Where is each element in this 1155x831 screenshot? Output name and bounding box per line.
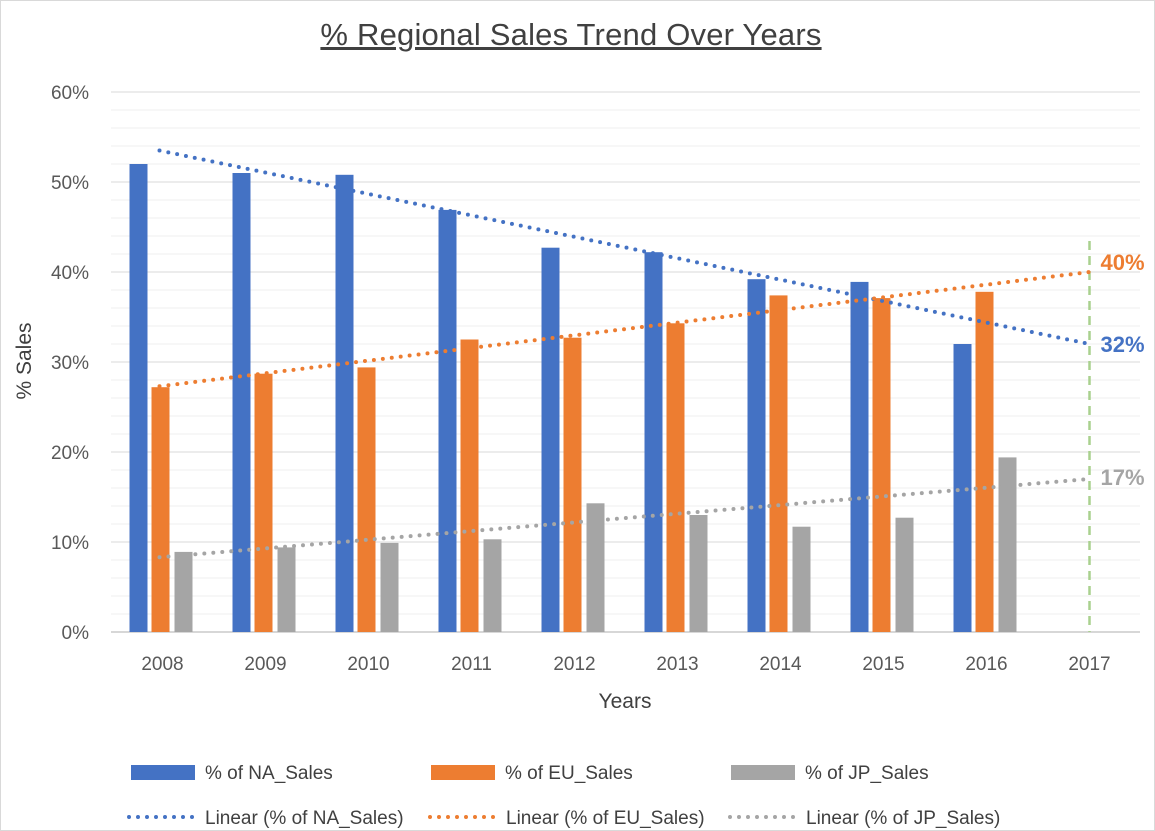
x-tick-label: 2009	[244, 654, 286, 675]
legend-label: Linear (% of EU_Sales)	[506, 808, 705, 829]
bar--of-na-sales2012[interactable]	[541, 247, 560, 632]
legend-item-trend-jp[interactable]: Linear (% of JP_Sales)	[728, 808, 1000, 829]
legend-item-trend-eu[interactable]: Linear (% of EU_Sales)	[428, 808, 705, 829]
x-tick-label: 2017	[1068, 654, 1110, 675]
legend-item-jp[interactable]: % of JP_Sales	[731, 763, 929, 784]
bar--of-eu-sales2016[interactable]	[975, 291, 994, 632]
legend-swatch	[131, 765, 195, 780]
bar--of-jp-sales2014[interactable]	[792, 526, 811, 632]
y-axis-title: % Sales	[13, 322, 36, 399]
bar--of-na-sales2010[interactable]	[335, 174, 354, 633]
bar--of-jp-sales2013[interactable]	[689, 515, 708, 632]
x-tick-label: 2014	[759, 654, 802, 675]
chart-title: % Regional Sales Trend Over Years	[320, 17, 822, 52]
bar--of-eu-sales2011[interactable]	[460, 339, 479, 633]
y-tick-label: 30%	[51, 353, 89, 374]
bar--of-na-sales2009[interactable]	[232, 173, 251, 632]
y-tick-label: 40%	[51, 263, 89, 284]
legend-item-trend-na[interactable]: Linear (% of NA_Sales)	[127, 808, 404, 829]
y-tick-label: 10%	[51, 533, 89, 554]
legend-swatch	[431, 765, 495, 780]
bar--of-na-sales2015[interactable]	[850, 281, 869, 632]
legend-label: % of NA_Sales	[205, 763, 333, 784]
x-tick-label: 2013	[656, 654, 698, 675]
bar--of-eu-sales2013[interactable]	[666, 323, 685, 632]
x-tick-label: 2011	[451, 654, 492, 675]
bar--of-na-sales2011[interactable]	[438, 209, 457, 632]
bar--of-jp-sales2010[interactable]	[380, 542, 399, 632]
x-tick-label: 2012	[553, 654, 595, 675]
x-tick-label: 2008	[141, 654, 183, 675]
bar--of-na-sales2008[interactable]	[129, 164, 148, 632]
x-tick-label: 2016	[965, 654, 1007, 675]
bar--of-na-sales2016[interactable]	[953, 344, 972, 632]
bar--of-jp-sales2012[interactable]	[586, 503, 605, 632]
bar--of-eu-sales2008[interactable]	[151, 387, 170, 632]
bar--of-na-sales2013[interactable]	[644, 252, 663, 632]
y-tick-label: 50%	[51, 173, 89, 194]
bar--of-jp-sales2016[interactable]	[998, 457, 1017, 632]
trend-end-label-na: 32%	[1101, 332, 1145, 357]
legend-label: % of JP_Sales	[805, 763, 929, 784]
y-tick-label: 60%	[51, 83, 89, 104]
x-tick-label: 2015	[862, 654, 904, 675]
legend-swatch	[731, 765, 795, 780]
bar--of-eu-sales2014[interactable]	[769, 295, 788, 632]
bar--of-eu-sales2010[interactable]	[357, 367, 376, 632]
bar--of-jp-sales2009[interactable]	[277, 547, 296, 632]
legend-label: Linear (% of NA_Sales)	[205, 808, 404, 829]
trendline-eu	[157, 270, 1092, 389]
bar--of-jp-sales2008[interactable]	[174, 551, 193, 632]
bar--of-eu-sales2015[interactable]	[872, 298, 891, 632]
bar--of-eu-sales2009[interactable]	[254, 373, 273, 632]
trendline-jp	[157, 477, 1092, 560]
trend-end-label-eu: 40%	[1101, 250, 1145, 275]
y-tick-label: 0%	[62, 623, 90, 644]
y-tick-label: 20%	[51, 443, 89, 464]
trend-end-label-jp: 17%	[1101, 465, 1145, 490]
legend-item-na[interactable]: % of NA_Sales	[131, 763, 333, 784]
x-tick-label: 2010	[347, 654, 389, 675]
legend-label: % of EU_Sales	[505, 763, 633, 784]
legend-item-eu[interactable]: % of EU_Sales	[431, 763, 633, 784]
trendline-na	[157, 148, 1092, 346]
x-axis-title: Years	[599, 690, 652, 713]
legend-label: Linear (% of JP_Sales)	[806, 808, 1000, 829]
bar--of-eu-sales2012[interactable]	[563, 337, 582, 632]
bar--of-jp-sales2011[interactable]	[483, 539, 502, 632]
bar--of-jp-sales2015[interactable]	[895, 517, 914, 632]
bar--of-na-sales2014[interactable]	[747, 279, 766, 632]
